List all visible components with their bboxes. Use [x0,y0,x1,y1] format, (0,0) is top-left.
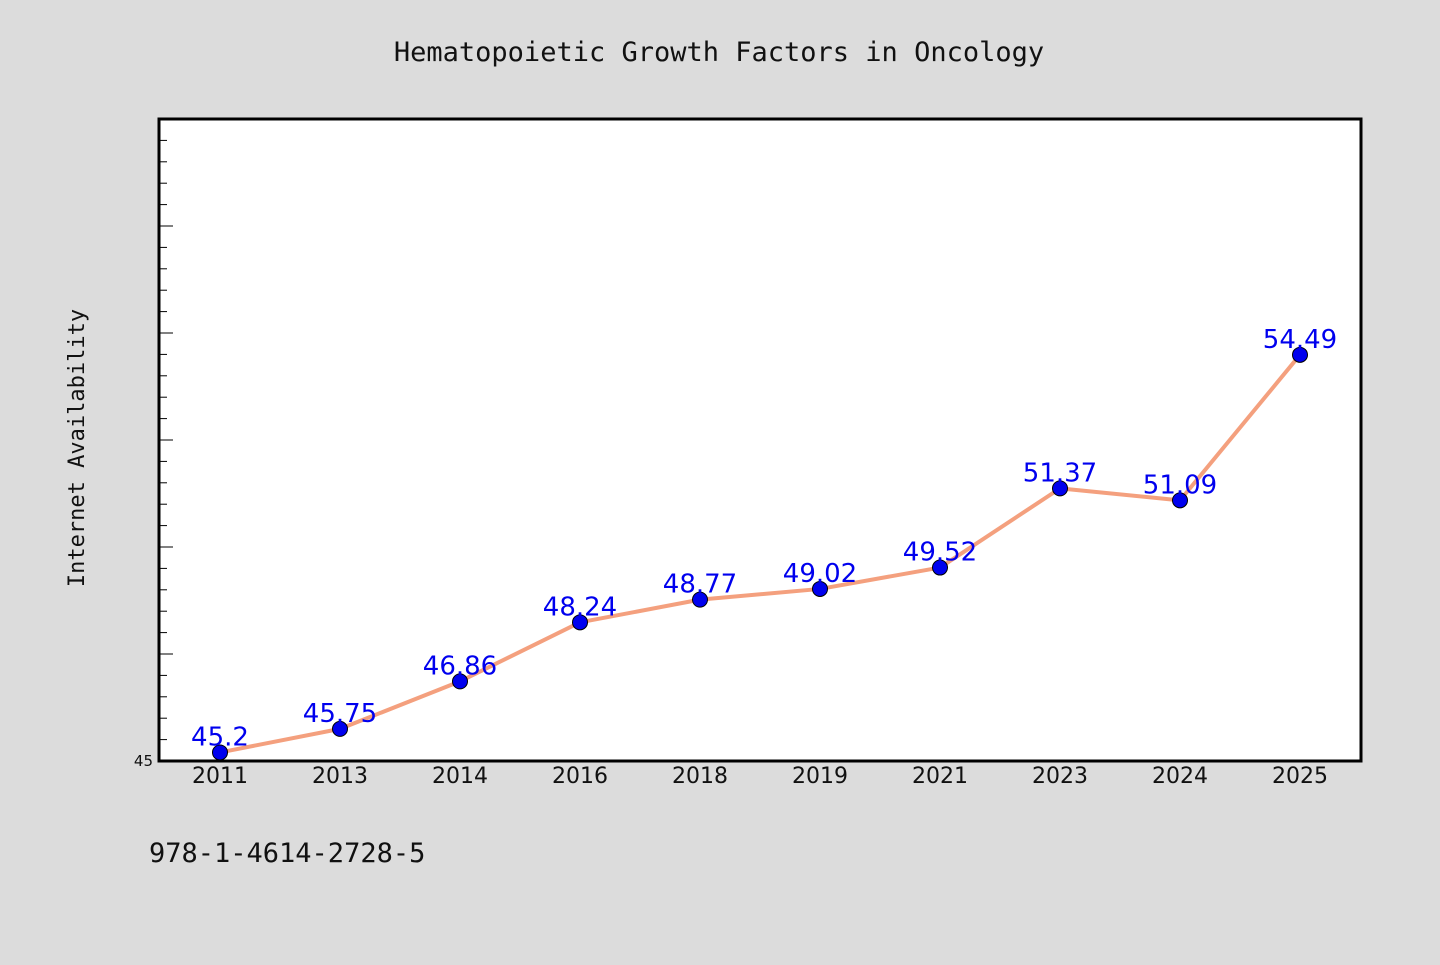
x-tick-label: 2016 [552,764,608,789]
chart-title: Hematopoietic Growth Factors in Oncology [394,37,1044,68]
y-axis-tick-labels: 45 [134,752,153,770]
x-tick-label: 2014 [432,764,488,789]
series-line [219,353,1302,755]
marker-layer [212,346,1308,761]
data-label: 48.77 [663,570,737,600]
data-label: 49.52 [903,538,977,568]
data-point [692,591,708,608]
data-point [1172,492,1188,509]
y-axis-label: Internet Availability [65,309,90,587]
data-label: 46.86 [423,651,497,681]
x-tick-label: 2024 [1152,764,1208,789]
data-point [1292,346,1308,363]
data-label: 45.2 [191,722,249,752]
data-point [572,614,588,631]
data-label: 45.75 [303,699,377,729]
data-label: 48.24 [543,592,617,622]
x-tick-label: 2013 [312,764,368,789]
data-label: 51.09 [1143,470,1217,500]
data-point [452,673,468,690]
data-label: 54.49 [1263,325,1337,355]
data-label: 51.37 [1023,458,1097,488]
series-layer [219,353,1302,755]
plot-area [157,117,1363,763]
isbn-footer: 978-1-4614-2728-5 [149,838,425,869]
data-point [1052,480,1068,497]
x-tick-label: 2018 [672,764,728,789]
x-tick-label: 2025 [1272,764,1328,789]
data-label-layer: 45.2 45.75 46.86 48.24 48.77 49.02 49.52 51.37 5… [191,325,1337,753]
x-tick-label: 2023 [1032,764,1088,789]
data-point [812,580,828,597]
x-tick-label: 2019 [792,764,848,789]
x-axis-tick-labels: 2011 2013 2014 2016 2018 2019 2021 2023 2024 2025 [192,764,1328,789]
data-point [332,720,348,737]
y-axis-ticks [159,139,173,762]
data-point [212,744,228,761]
data-point [932,559,948,576]
data-label: 49.02 [783,559,857,589]
x-tick-label: 2011 [192,764,248,789]
x-tick-label: 2021 [912,764,968,789]
y-tick-label: 45 [134,752,153,770]
